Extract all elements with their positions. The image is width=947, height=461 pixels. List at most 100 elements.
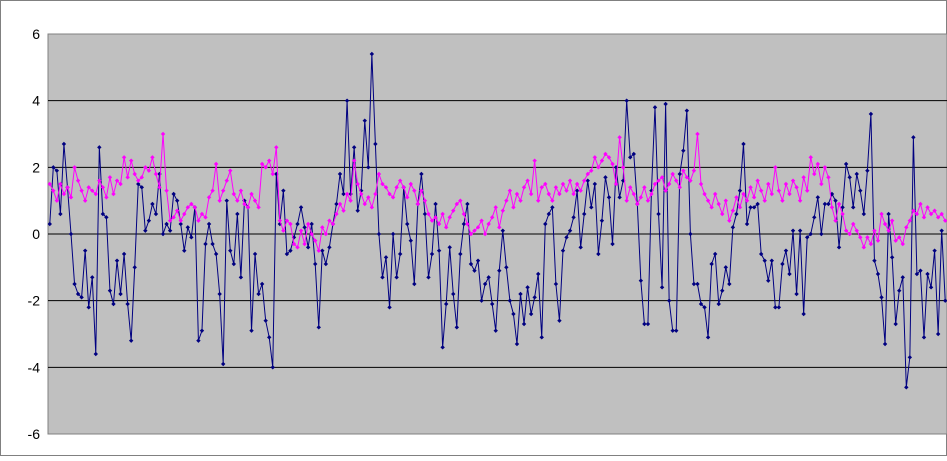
data-point [153, 211, 159, 217]
data-point [928, 285, 934, 290]
data-point [174, 198, 180, 203]
data-point [847, 231, 852, 237]
data-point [497, 268, 502, 273]
data-point [189, 235, 194, 240]
data-point [238, 188, 244, 193]
data-point [819, 181, 824, 187]
data-point [153, 171, 159, 177]
data-point [298, 205, 304, 210]
data-point [111, 301, 116, 307]
data-point [390, 195, 396, 200]
data-point [589, 168, 594, 173]
data-point [412, 188, 417, 193]
data-point [914, 271, 920, 277]
data-point [748, 205, 753, 210]
data-point [564, 188, 569, 193]
data-point [928, 211, 934, 217]
data-point [504, 198, 509, 203]
data-point [560, 248, 566, 253]
data-point [585, 171, 590, 177]
data-point [231, 191, 237, 197]
data-point [47, 181, 52, 187]
data-point [82, 198, 88, 203]
data-point [440, 345, 445, 350]
data-point [691, 168, 697, 173]
data-point [440, 211, 445, 217]
data-point [624, 98, 629, 103]
data-point [536, 198, 541, 203]
data-point [851, 221, 856, 227]
data-point [468, 261, 474, 267]
data-point [54, 198, 60, 203]
data-point [380, 181, 385, 187]
data-point [744, 221, 750, 227]
data-point [114, 258, 120, 263]
data-point [429, 251, 435, 257]
data-point [465, 221, 470, 227]
data-point [815, 161, 821, 167]
data-point [150, 155, 155, 160]
data-point [628, 155, 633, 160]
data-point [865, 168, 870, 173]
data-point [72, 165, 77, 170]
data-point [833, 198, 838, 203]
data-point [921, 215, 927, 220]
data-point [698, 181, 704, 187]
data-point [836, 245, 842, 250]
data-point [812, 171, 817, 177]
data-point [688, 178, 693, 183]
data-point [100, 185, 106, 190]
data-point [571, 215, 576, 220]
data-point [387, 305, 392, 310]
data-point [730, 225, 736, 230]
data-point [316, 325, 321, 330]
data-point [879, 295, 884, 300]
data-point [681, 168, 686, 173]
data-point [631, 151, 636, 157]
data-point [72, 281, 77, 287]
data-point [270, 365, 275, 370]
data-point [228, 168, 233, 173]
data-point [252, 198, 258, 203]
data-point [804, 188, 810, 193]
data-point [751, 205, 757, 210]
data-point [220, 188, 226, 193]
data-point [649, 188, 654, 193]
data-point [918, 201, 923, 207]
data-point [734, 211, 739, 217]
data-point [794, 291, 799, 297]
data-point [628, 185, 633, 190]
data-point [663, 101, 668, 107]
data-point [426, 211, 431, 217]
data-point [75, 291, 81, 297]
data-point [613, 165, 619, 170]
data-point [125, 175, 130, 180]
data-point [267, 158, 272, 163]
data-point [702, 191, 707, 197]
data-point [797, 198, 803, 203]
data-point [599, 218, 605, 223]
series-2 [47, 131, 947, 253]
data-point [344, 191, 350, 197]
data-point [458, 198, 463, 203]
data-point [489, 215, 495, 220]
data-point [203, 215, 208, 220]
data-point [766, 278, 771, 283]
data-point [652, 105, 658, 110]
data-point [918, 268, 923, 273]
data-point [603, 151, 608, 157]
data-point [921, 335, 927, 340]
data-point [47, 221, 52, 227]
data-point [408, 181, 413, 187]
data-point [843, 161, 849, 167]
data-point [893, 321, 898, 327]
data-point [213, 161, 219, 167]
data-point [277, 221, 283, 227]
data-point [132, 265, 137, 270]
data-point [422, 211, 428, 217]
data-point [220, 361, 226, 367]
data-point [369, 51, 375, 57]
data-point [461, 221, 467, 227]
data-point [681, 148, 686, 153]
